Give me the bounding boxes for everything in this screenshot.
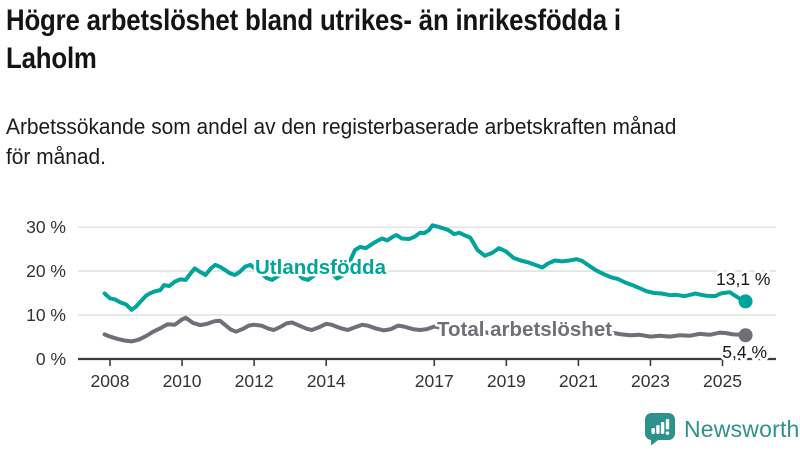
y-axis-tick-label: 10 % [26, 305, 66, 325]
series-line-utlandsfodda [102, 223, 748, 312]
chart-subtitle-line1: Arbetssökande som andel av den registerb… [6, 114, 677, 139]
x-axis-tick-label: 2010 [163, 371, 202, 391]
chart-subtitle-line2: för månad. [6, 144, 106, 169]
chart-title-line2: Laholm [6, 42, 97, 75]
series-line-total [102, 315, 748, 344]
series-end-value: 13,1 % [716, 269, 770, 289]
x-axis-tick-label: 2017 [415, 371, 454, 391]
newsworthy-logo[interactable]: Newsworthy [644, 412, 800, 446]
x-axis-tick-label: 2021 [559, 371, 598, 391]
x-axis-tick-label: 2014 [307, 371, 346, 391]
series-end-dot [738, 294, 753, 309]
series-end-dot [738, 328, 753, 343]
x-axis-tick-label: 2025 [703, 371, 742, 391]
series-label-utlandsfodda: Utlandsfödda [255, 256, 387, 279]
series-label-total: Total arbetslöshet [437, 318, 612, 341]
chart-title-line1: Högre arbetslöshet bland utrikes- än inr… [6, 4, 621, 37]
line-chart: 0 % 10 % 20 % 30 % 2008 2010 2012 2014 2017 2019 2… [26, 217, 776, 391]
x-axis-tick-label: 2008 [91, 371, 130, 391]
x-axis-tick-label: 2019 [487, 371, 526, 391]
x-axis-tick-label: 2023 [631, 371, 670, 391]
chart-subtitle: Arbetssökande som andel av den registerb… [6, 112, 785, 172]
chart-title: Högre arbetslöshet bland utrikes- än inr… [6, 2, 797, 78]
bar-chart-speech-bubble-icon [645, 413, 675, 446]
y-axis-tick-label: 30 % [26, 217, 66, 237]
logo-wordmark: Newsworthy [684, 415, 800, 442]
series-end-value: 5,4 % [722, 342, 767, 362]
y-axis-tick-label: 20 % [26, 261, 66, 281]
gridlines [78, 226, 776, 316]
y-axis-tick-label: 0 % [36, 349, 66, 369]
x-axis-tick-label: 2012 [235, 371, 274, 391]
